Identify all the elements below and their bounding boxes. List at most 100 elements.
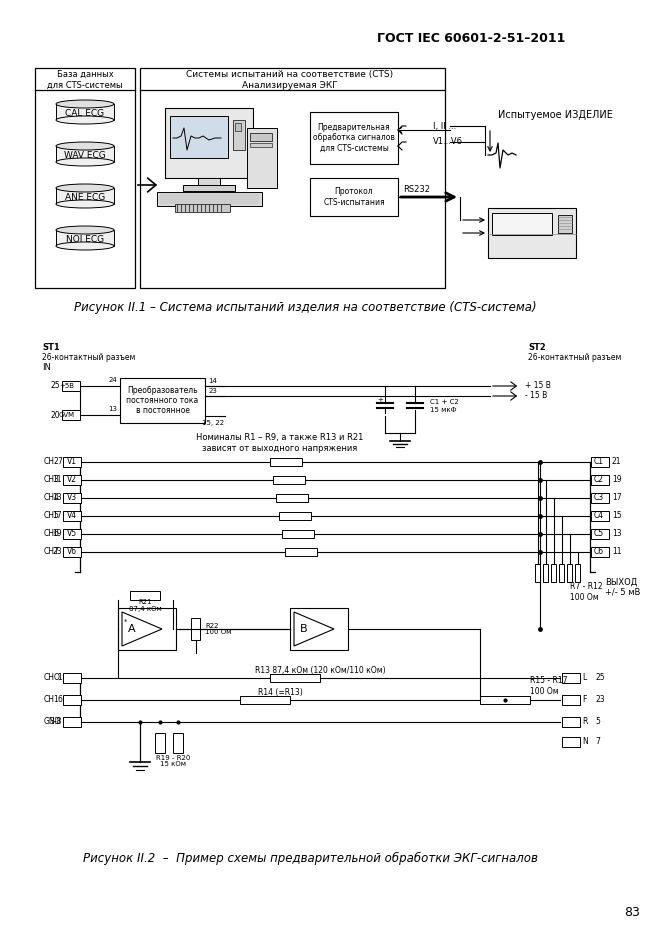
Text: R13 87,4 кОм (120 кОм/110 кОм): R13 87,4 кОм (120 кОм/110 кОм) [254, 665, 385, 675]
Text: CH3: CH3 [44, 475, 60, 485]
Bar [35, 68, 135, 288]
Bar [562, 673, 580, 683]
Text: V1: V1 [67, 458, 77, 466]
Bar [591, 547, 609, 557]
Text: R7 - R12
100 Ом: R7 - R12 100 Ом [570, 582, 603, 602]
Text: 15: 15 [612, 511, 621, 520]
Text: Испытуемое ИЗДЕЛИЕ: Испытуемое ИЗДЕЛИЕ [498, 110, 613, 120]
Text: F: F [582, 695, 586, 705]
Text: CH7: CH7 [44, 548, 60, 557]
Text: WAV ECG: WAV ECG [64, 151, 106, 159]
Bar [273, 476, 305, 484]
Text: CH1: CH1 [44, 695, 59, 705]
Bar [543, 564, 548, 582]
Text: C1: C1 [594, 458, 604, 466]
Bar [250, 133, 272, 141]
Text: V6: V6 [67, 548, 77, 557]
Text: 7: 7 [57, 458, 62, 466]
Bar [63, 529, 81, 539]
Text: 25: 25 [50, 382, 60, 390]
Bar [198, 178, 220, 185]
Text: V2: V2 [67, 475, 77, 485]
Bar [562, 717, 580, 727]
Bar [173, 733, 183, 753]
Bar [56, 104, 114, 120]
Text: ST2: ST2 [528, 344, 546, 353]
Bar [63, 717, 81, 727]
Bar [591, 493, 609, 503]
Bar [191, 618, 200, 640]
Text: 25: 25 [595, 674, 605, 682]
Text: C6: C6 [594, 548, 604, 557]
Ellipse shape [56, 226, 114, 234]
Bar [551, 564, 556, 582]
Bar [591, 511, 609, 521]
Bar [270, 674, 320, 682]
Bar [276, 494, 308, 502]
Text: 19: 19 [52, 530, 62, 538]
Text: 26-контактный разъем: 26-контактный разъем [528, 354, 621, 362]
Bar [63, 493, 81, 503]
Text: R21
87,4 кОм: R21 87,4 кОм [129, 599, 161, 612]
Ellipse shape [56, 242, 114, 250]
Text: C4: C4 [594, 511, 604, 520]
Bar [559, 564, 564, 582]
Text: 5: 5 [595, 718, 600, 726]
Text: 21: 21 [612, 458, 621, 466]
Text: *: * [124, 619, 128, 625]
Text: GND: GND [44, 718, 61, 726]
Text: R19 - R20
15 кОм: R19 - R20 15 кОм [156, 754, 190, 768]
Bar [591, 457, 609, 467]
Text: NOI ECG: NOI ECG [66, 235, 104, 243]
Bar [247, 128, 277, 188]
Text: 26-контактный разъем: 26-контактный разъем [42, 354, 136, 362]
Text: 11: 11 [612, 548, 621, 557]
Text: I, II ...: I, II ... [433, 122, 456, 130]
Text: L: L [582, 674, 586, 682]
Text: 13: 13 [108, 406, 118, 412]
Bar [63, 547, 81, 557]
Text: CH5: CH5 [44, 511, 60, 520]
Bar [282, 530, 314, 538]
Ellipse shape [56, 100, 114, 108]
Text: RS232: RS232 [403, 184, 430, 194]
Text: Рисунок II.1 – Система испытаний изделия на соответствие (CTS-система): Рисунок II.1 – Система испытаний изделия… [73, 301, 536, 314]
Text: V1...V6: V1...V6 [433, 138, 463, 147]
Text: CH6: CH6 [44, 530, 60, 538]
Bar [63, 673, 81, 683]
Text: Системы испытаний на соответствие (CTS)
Анализируемая ЭКГ: Системы испытаний на соответствие (CTS) … [186, 70, 393, 90]
Text: GVM: GVM [59, 412, 75, 418]
Bar [63, 475, 81, 485]
Text: Номиналы R1 – R9, а также R13 и R21
зависят от выходного напряжения: Номиналы R1 – R9, а также R13 и R21 зави… [196, 433, 364, 453]
Text: V5: V5 [67, 530, 77, 538]
Bar [562, 695, 580, 705]
Text: +5B: +5B [59, 383, 75, 389]
Text: V4: V4 [67, 511, 77, 520]
Text: R14 (=R13): R14 (=R13) [258, 688, 302, 696]
Text: C5: C5 [594, 530, 604, 538]
Bar [558, 215, 572, 233]
Text: +: + [377, 397, 383, 403]
Bar [492, 213, 552, 235]
Bar [279, 512, 311, 520]
Text: 24: 24 [108, 377, 118, 383]
Text: R: R [582, 718, 588, 726]
Text: CH4: CH4 [44, 493, 60, 503]
Bar [63, 695, 81, 705]
Text: + 15 В: + 15 В [525, 382, 551, 390]
Bar [62, 381, 80, 391]
Text: 20: 20 [50, 411, 60, 419]
Bar [488, 208, 576, 258]
Text: 13: 13 [52, 493, 62, 503]
Bar [62, 410, 80, 420]
Text: Рисунок II.2  –  Пример схемы предварительной обработки ЭКГ-сигналов: Рисунок II.2 – Пример схемы предваритель… [83, 852, 537, 865]
Text: Предварительная
обработка сигналов
для CTS-системы: Предварительная обработка сигналов для C… [313, 124, 395, 153]
Bar [480, 696, 530, 704]
Bar [56, 188, 114, 204]
Bar [290, 608, 348, 650]
Text: B: B [300, 624, 308, 634]
Text: 15, 22: 15, 22 [202, 420, 224, 426]
Text: 17: 17 [612, 493, 621, 503]
Bar [155, 733, 165, 753]
Text: IN: IN [42, 363, 51, 373]
